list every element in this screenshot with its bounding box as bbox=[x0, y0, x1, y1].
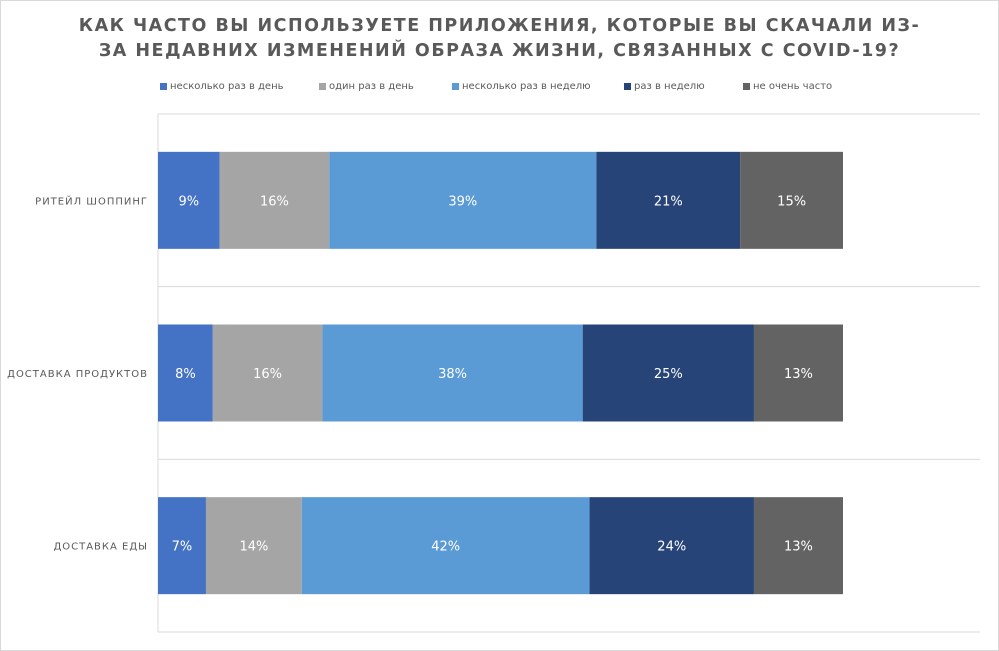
bar-segment bbox=[301, 497, 590, 595]
data-label: 39% bbox=[448, 194, 477, 209]
title-line-2: ЗА НЕДАВНИХ ИЗМЕНЕНИЙ ОБРАЗА ЖИЗНИ, СВЯЗ… bbox=[98, 41, 901, 61]
bar-segment bbox=[596, 151, 741, 249]
bar-segment bbox=[219, 151, 330, 249]
bar-segment bbox=[753, 324, 843, 422]
bar-segment bbox=[329, 151, 597, 249]
data-label: 14% bbox=[239, 540, 268, 555]
category-label: ДОСТАВКА ЕДЫ bbox=[53, 542, 148, 553]
legend-swatch bbox=[624, 83, 631, 90]
legend-swatch bbox=[160, 83, 167, 90]
data-label: 16% bbox=[260, 194, 289, 209]
legend-item: раз в неделю bbox=[624, 81, 705, 92]
data-label: 9% bbox=[179, 194, 200, 209]
legend-item: несколько раз в день bbox=[160, 81, 284, 92]
bar-segment bbox=[158, 324, 213, 422]
data-label: 38% bbox=[438, 367, 467, 382]
bar-segment bbox=[582, 324, 754, 422]
data-label: 7% bbox=[172, 540, 193, 555]
data-label: 8% bbox=[175, 367, 196, 382]
bar-segment bbox=[158, 151, 220, 249]
bar-segment bbox=[753, 497, 843, 595]
data-label: 16% bbox=[253, 367, 282, 382]
category-label: ДОСТАВКА ПРОДУКТОВ bbox=[7, 369, 148, 380]
chart-title: КАК ЧАСТО ВЫ ИСПОЛЬЗУЕТЕ ПРИЛОЖЕНИЯ, КОТ… bbox=[0, 14, 999, 64]
legend-swatch bbox=[319, 83, 326, 90]
legend-label: один раз в день bbox=[329, 81, 414, 92]
bar-segment bbox=[322, 324, 583, 422]
bar-segment bbox=[740, 151, 843, 249]
legend-label: не очень часто bbox=[753, 81, 833, 92]
legend-label: раз в неделю bbox=[634, 81, 705, 92]
data-label: 42% bbox=[431, 540, 460, 555]
bar-segment bbox=[158, 497, 206, 595]
legend-item: несколько раз в неделю bbox=[452, 81, 591, 92]
data-label: 13% bbox=[784, 367, 813, 382]
data-label: 15% bbox=[777, 194, 806, 209]
bar-segment bbox=[212, 324, 323, 422]
title-line-1: КАК ЧАСТО ВЫ ИСПОЛЬЗУЕТЕ ПРИЛОЖЕНИЯ, КОТ… bbox=[78, 16, 921, 36]
data-label: 13% bbox=[784, 540, 813, 555]
legend: несколько раз в день один раз в день неско… bbox=[0, 81, 999, 95]
legend-swatch bbox=[452, 83, 459, 90]
data-label: 24% bbox=[657, 540, 686, 555]
data-label: 25% bbox=[654, 367, 683, 382]
bar-segment bbox=[205, 497, 302, 595]
data-label: 21% bbox=[654, 194, 683, 209]
legend-item: один раз в день bbox=[319, 81, 414, 92]
legend-label: несколько раз в неделю bbox=[462, 81, 591, 92]
legend-swatch bbox=[743, 83, 750, 90]
bar-segment bbox=[589, 497, 754, 595]
category-label: РИТЕЙЛ ШОППИНГ bbox=[35, 194, 148, 207]
legend-label: несколько раз в день bbox=[170, 81, 284, 92]
legend-item: не очень часто bbox=[743, 81, 832, 92]
